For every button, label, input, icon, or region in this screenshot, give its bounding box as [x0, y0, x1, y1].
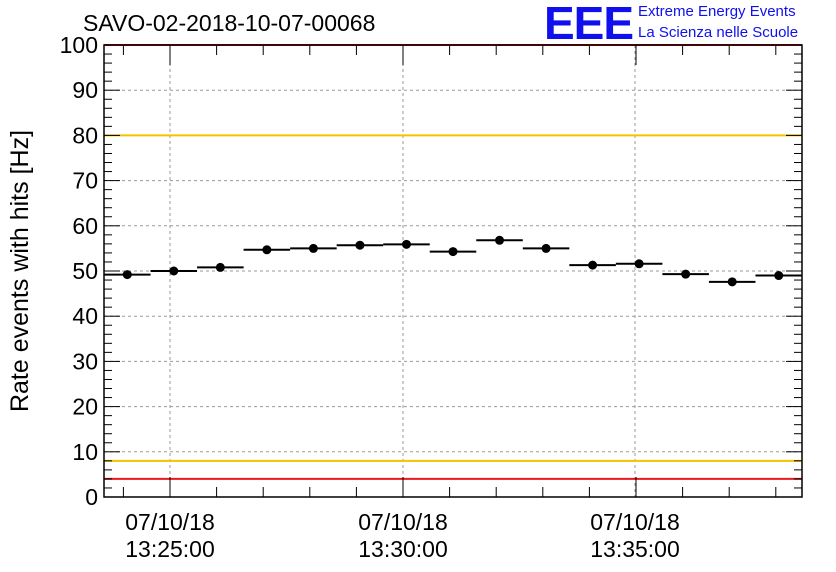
axis-ticks [104, 44, 802, 498]
data-point [308, 243, 318, 253]
y-tick-label: 10 [72, 439, 98, 465]
chart-title: SAVO-02-2018-10-07-00068 [83, 10, 376, 36]
logo-text-line1: Extreme Energy Events [638, 3, 796, 20]
y-tick-label: 50 [72, 258, 98, 284]
data-series [104, 235, 802, 287]
data-point [634, 259, 644, 269]
axis-labels: 010203040506070809010007/10/1813:25:0007… [60, 32, 680, 562]
y-tick-label: 70 [72, 168, 98, 194]
data-point [448, 247, 458, 257]
data-point [727, 277, 737, 287]
y-tick-label: 60 [72, 213, 98, 239]
x-tick-label-date: 07/10/18 [590, 509, 680, 535]
eee-logo: EEE [544, 0, 634, 49]
x-tick-label-time: 13:35:00 [590, 536, 680, 562]
data-point [681, 269, 691, 279]
x-tick-label-date: 07/10/18 [125, 509, 215, 535]
data-point [355, 240, 365, 250]
data-point [122, 270, 132, 280]
reference-lines [104, 44, 802, 480]
y-tick-label: 100 [60, 32, 98, 58]
data-point [169, 266, 179, 276]
x-tick-label-date: 07/10/18 [358, 509, 448, 535]
data-point [262, 245, 272, 255]
data-point [495, 235, 505, 245]
grid-layer [104, 45, 802, 497]
data-point [774, 271, 784, 281]
y-tick-label: 0 [85, 484, 98, 510]
data-point [541, 243, 551, 253]
y-tick-label: 20 [72, 394, 98, 420]
y-tick-label: 90 [72, 77, 98, 103]
y-axis-label: Rate events with hits [Hz] [6, 130, 34, 412]
data-point [215, 262, 225, 272]
data-point [588, 260, 598, 270]
y-tick-label: 40 [72, 303, 98, 329]
y-tick-label: 30 [72, 348, 98, 374]
data-point [401, 239, 411, 249]
x-tick-label-time: 13:30:00 [358, 536, 448, 562]
x-tick-label-time: 13:25:00 [125, 536, 215, 562]
logo-text-line2: La Scienza nelle Scuole [638, 24, 799, 41]
y-tick-label: 80 [72, 122, 98, 148]
